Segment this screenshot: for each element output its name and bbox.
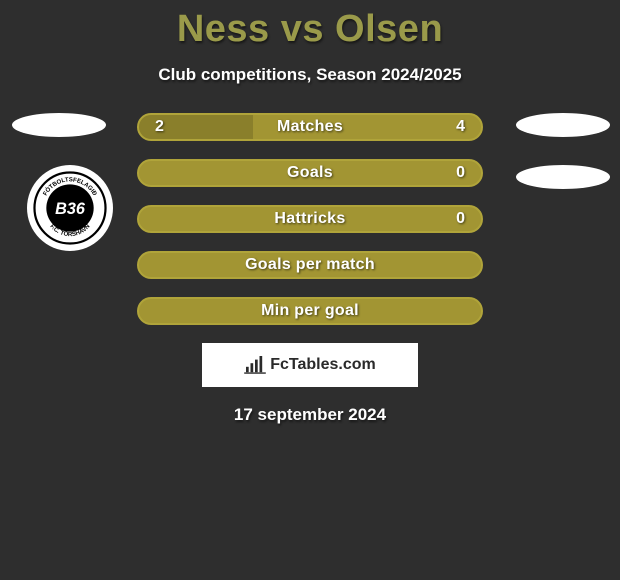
stat-row-matches: 2 Matches 4 xyxy=(137,113,483,141)
club-badge-icon: FÓTBOLTSFELAGIÐ F.C. TÓRSHAVN B36 xyxy=(27,165,113,251)
page-subtitle: Club competitions, Season 2024/2025 xyxy=(0,65,620,85)
left-team-placeholder-icon xyxy=(12,113,106,137)
stat-row-goals: Goals 0 xyxy=(137,159,483,187)
stat-label: Hattricks xyxy=(274,210,345,228)
stat-label: Goals xyxy=(287,164,333,182)
attribution-text: FcTables.com xyxy=(244,356,376,374)
right-team-placeholder-icon-2 xyxy=(516,165,610,189)
stat-row-min-per-goal: Min per goal xyxy=(137,297,483,325)
stats-area: FÓTBOLTSFELAGIÐ F.C. TÓRSHAVN B36 2 Matc… xyxy=(0,113,620,425)
stat-label: Min per goal xyxy=(261,302,359,320)
stat-label: Matches xyxy=(277,118,343,136)
stat-value-right: 0 xyxy=(456,164,465,182)
stat-value-left: 2 xyxy=(155,118,164,136)
stat-row-hattricks: Hattricks 0 xyxy=(137,205,483,233)
stat-row-goals-per-match: Goals per match xyxy=(137,251,483,279)
attribution-badge: FcTables.com xyxy=(202,343,418,387)
stat-label: Goals per match xyxy=(245,256,375,274)
stat-bars: 2 Matches 4 Goals 0 Hattricks 0 Goals pe… xyxy=(137,113,483,325)
attribution-label: FcTables.com xyxy=(270,356,376,374)
date-text: 17 september 2024 xyxy=(0,405,620,425)
page-title: Ness vs Olsen xyxy=(0,8,620,51)
svg-text:B36: B36 xyxy=(55,200,86,218)
right-team-placeholder-icon xyxy=(516,113,610,137)
bar-chart-icon xyxy=(244,356,266,374)
stat-value-right: 4 xyxy=(456,118,465,136)
stat-value-right: 0 xyxy=(456,210,465,228)
